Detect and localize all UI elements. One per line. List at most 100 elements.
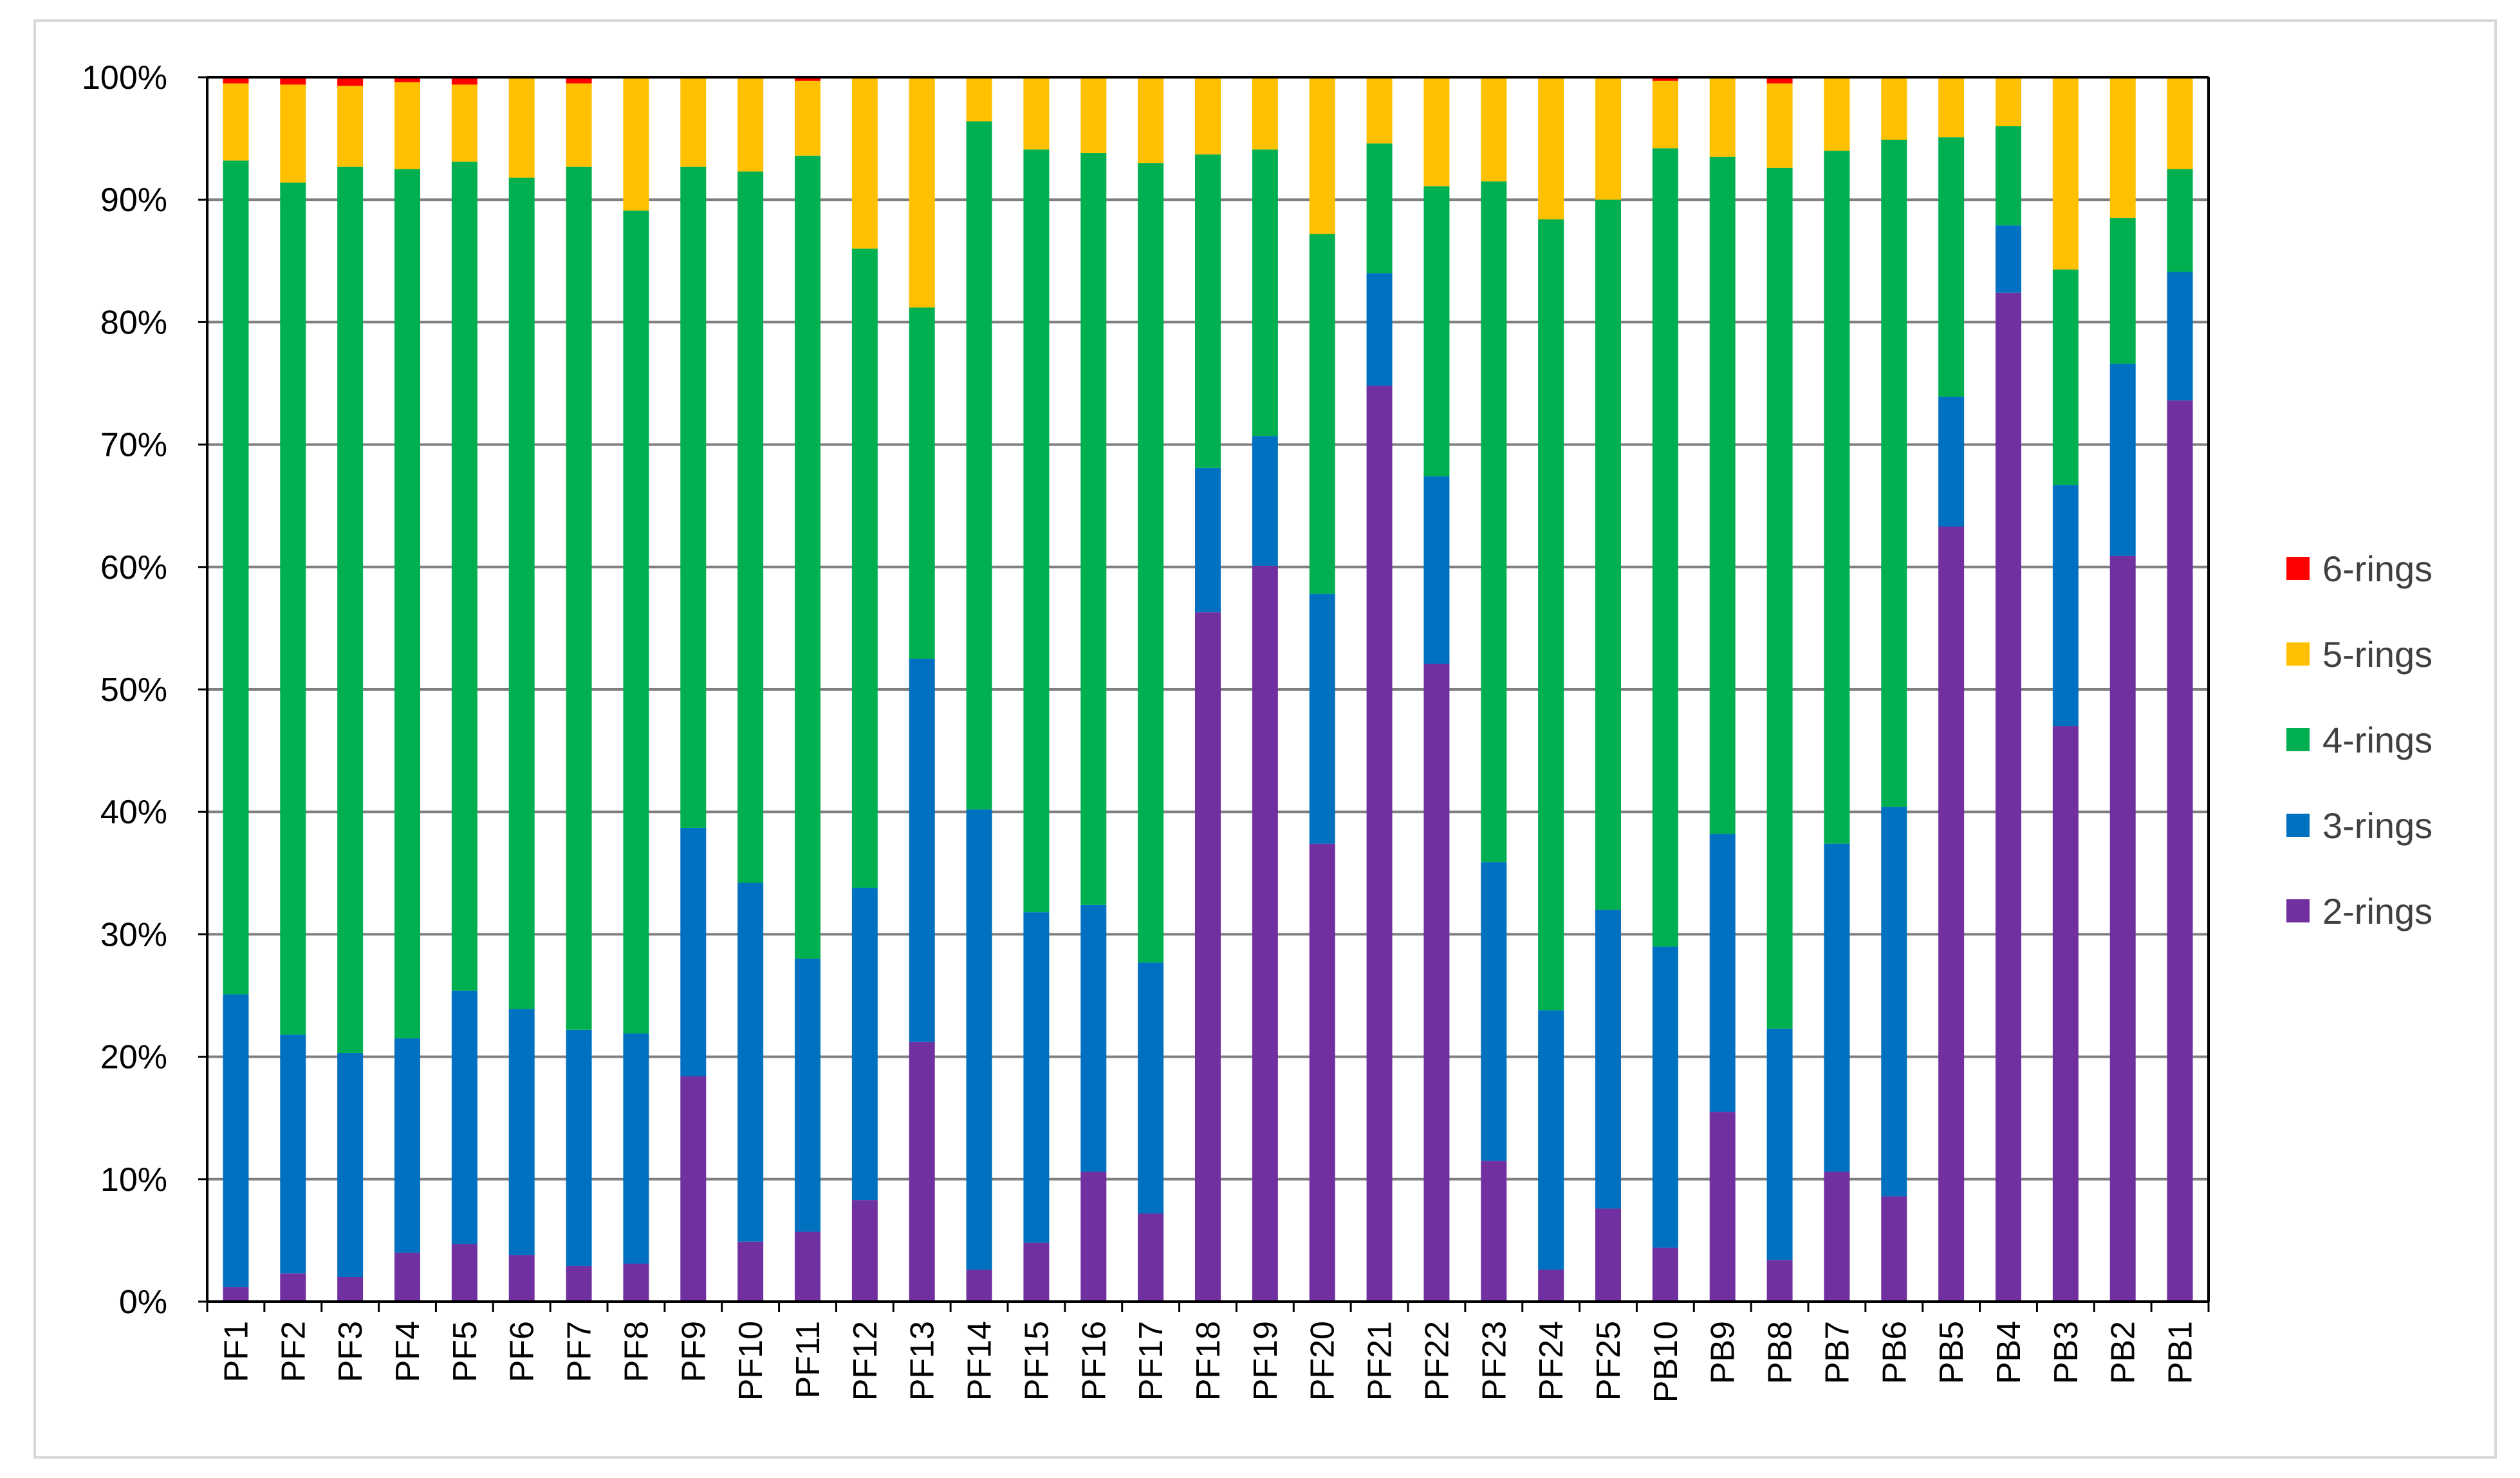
bar-segment-5-rings-PB9 xyxy=(1709,77,1736,157)
legend-label-3-rings: 3-rings xyxy=(2322,805,2432,846)
bar-segment-4-rings-PB4 xyxy=(1996,126,2021,226)
bar-segment-5-rings-PB6 xyxy=(1881,77,1907,140)
bar-segment-2-rings-PF19 xyxy=(1252,565,1278,1302)
x-tick-label-PB9: PB9 xyxy=(1705,1321,1742,1384)
bar-segment-4-rings-PF7 xyxy=(566,166,592,1030)
bar-segment-3-rings-PB10 xyxy=(1652,946,1678,1248)
x-tick-label-PB3: PB3 xyxy=(2048,1321,2085,1384)
bar-segment-4-rings-PF9 xyxy=(680,166,707,828)
bar-segment-2-rings-PF14 xyxy=(966,1269,992,1302)
bar-segment-3-rings-PF22 xyxy=(1423,476,1450,664)
x-tick-label-PF13: PF13 xyxy=(904,1321,941,1401)
bar-segment-5-rings-PF6 xyxy=(508,77,535,178)
bar-segment-4-rings-PF19 xyxy=(1252,149,1278,436)
x-tick-label-PF15: PF15 xyxy=(1018,1321,1055,1401)
bar-segment-2-rings-PF25 xyxy=(1595,1208,1621,1302)
bar-segment-2-rings-PB2 xyxy=(2109,556,2136,1302)
bar-segment-4-rings-PF18 xyxy=(1195,154,1221,468)
bar-segment-5-rings-PF8 xyxy=(623,77,649,211)
legend-swatch-2-rings xyxy=(2286,899,2310,922)
bar-segment-2-rings-PB8 xyxy=(1766,1260,1793,1302)
bar-segment-3-rings-PB1 xyxy=(2167,272,2193,401)
bar-segment-3-rings-PB9 xyxy=(1709,834,1736,1112)
x-tick-label-PF17: PF17 xyxy=(1133,1321,1170,1401)
bar-segment-2-rings-PB3 xyxy=(2052,726,2079,1302)
bar-segment-4-rings-PF20 xyxy=(1309,234,1335,594)
bar-segment-5-rings-PF24 xyxy=(1538,77,1564,220)
bar-segment-4-rings-PF15 xyxy=(1023,149,1050,913)
bar-segment-4-rings-PF10 xyxy=(737,171,764,883)
y-tick-label: 30% xyxy=(100,916,167,953)
x-tick-label-PF22: PF22 xyxy=(1418,1321,1456,1401)
bar-segment-2-rings-PF23 xyxy=(1481,1161,1507,1302)
bar-segment-5-rings-PF12 xyxy=(851,77,878,249)
legend-label-6-rings: 6-rings xyxy=(2322,548,2432,589)
y-tick-label: 100% xyxy=(82,59,167,97)
bar-segment-5-rings-PF21 xyxy=(1366,77,1393,144)
x-tick-label-PF23: PF23 xyxy=(1476,1321,1513,1401)
x-tick-label-PF9: PF9 xyxy=(675,1321,712,1382)
bar-segment-4-rings-PF3 xyxy=(337,166,364,1053)
bar-segment-2-rings-PF1 xyxy=(223,1287,249,1302)
x-tick-label-PF18: PF18 xyxy=(1190,1321,1227,1401)
x-tick-label-PF6: PF6 xyxy=(504,1321,541,1382)
bar-segment-4-rings-PB1 xyxy=(2167,169,2193,272)
bars xyxy=(223,77,2193,1302)
bar-segment-5-rings-PF9 xyxy=(680,77,707,167)
x-tick-label-PB1: PB1 xyxy=(2162,1321,2200,1384)
x-tick-label-PF5: PF5 xyxy=(447,1321,484,1382)
x-tick-label-PB10: PB10 xyxy=(1647,1321,1685,1403)
bar-segment-2-rings-PF2 xyxy=(280,1273,306,1302)
bar-segment-3-rings-PF2 xyxy=(280,1034,306,1274)
bar-segment-3-rings-PF16 xyxy=(1080,904,1107,1172)
bar-segment-2-rings-PF17 xyxy=(1138,1213,1164,1302)
bar-segment-5-rings-PF19 xyxy=(1252,77,1278,150)
bar-segment-2-rings-PF12 xyxy=(851,1200,878,1302)
bar-segment-2-rings-PF22 xyxy=(1423,664,1450,1302)
bar-segment-5-rings-PF5 xyxy=(451,84,477,162)
bar-segment-5-rings-PB2 xyxy=(2109,77,2136,218)
bar-segment-2-rings-PB5 xyxy=(1938,527,1965,1302)
legend-label-2-rings: 2-rings xyxy=(2322,891,2432,931)
bar-segment-2-rings-PB10 xyxy=(1652,1248,1678,1302)
bar-segment-3-rings-PF9 xyxy=(680,827,707,1077)
bar-segment-4-rings-PF13 xyxy=(909,307,935,659)
bar-segment-4-rings-PB9 xyxy=(1709,156,1736,834)
bar-segment-4-rings-PB5 xyxy=(1938,137,1965,397)
bar-segment-4-rings-PB2 xyxy=(2109,218,2136,364)
bar-segment-3-rings-PF14 xyxy=(966,809,992,1270)
bar-segment-4-rings-PF17 xyxy=(1138,163,1164,963)
x-tick-label-PF19: PF19 xyxy=(1247,1321,1284,1401)
bar-segment-3-rings-PF5 xyxy=(451,990,477,1244)
legend-label-4-rings: 4-rings xyxy=(2322,720,2432,760)
bar-segment-5-rings-PF10 xyxy=(737,77,764,172)
bar-segment-6-rings-PF4 xyxy=(394,77,420,82)
bar-segment-2-rings-PF4 xyxy=(394,1252,420,1302)
bar-segment-5-rings-PF3 xyxy=(337,86,364,167)
x-tick-label-PF2: PF2 xyxy=(275,1321,312,1382)
bar-segment-5-rings-PB3 xyxy=(2052,77,2079,270)
bar-segment-2-rings-PF18 xyxy=(1195,612,1221,1302)
axes xyxy=(198,76,2210,1312)
bar-segment-3-rings-PF12 xyxy=(851,888,878,1201)
bar-segment-2-rings-PF16 xyxy=(1080,1172,1107,1302)
bar-segment-4-rings-PF21 xyxy=(1366,143,1393,274)
bar-segment-2-rings-PB6 xyxy=(1881,1196,1907,1302)
bar-segment-3-rings-PF17 xyxy=(1138,962,1164,1214)
bar-segment-4-rings-PF14 xyxy=(966,121,992,810)
legend-swatch-3-rings xyxy=(2286,814,2310,837)
bar-segment-2-rings-PF21 xyxy=(1366,386,1393,1302)
bar-segment-3-rings-PB3 xyxy=(2052,485,2079,727)
bar-segment-2-rings-PF3 xyxy=(337,1277,364,1302)
bar-segment-3-rings-PF10 xyxy=(737,883,764,1242)
bar-segment-4-rings-PF23 xyxy=(1481,181,1507,863)
bar-segment-5-rings-PF14 xyxy=(966,77,992,122)
bar-segment-5-rings-PF15 xyxy=(1023,78,1050,150)
bar-segment-6-rings-PB10 xyxy=(1652,77,1678,81)
x-tick-label-PB6: PB6 xyxy=(1876,1321,1913,1384)
x-tick-label-PF24: PF24 xyxy=(1533,1321,1570,1401)
x-tick-label-PF10: PF10 xyxy=(732,1321,770,1401)
bar-segment-4-rings-PF1 xyxy=(223,160,249,995)
legend-swatch-4-rings xyxy=(2286,728,2310,751)
bar-segment-2-rings-PF11 xyxy=(795,1231,820,1302)
